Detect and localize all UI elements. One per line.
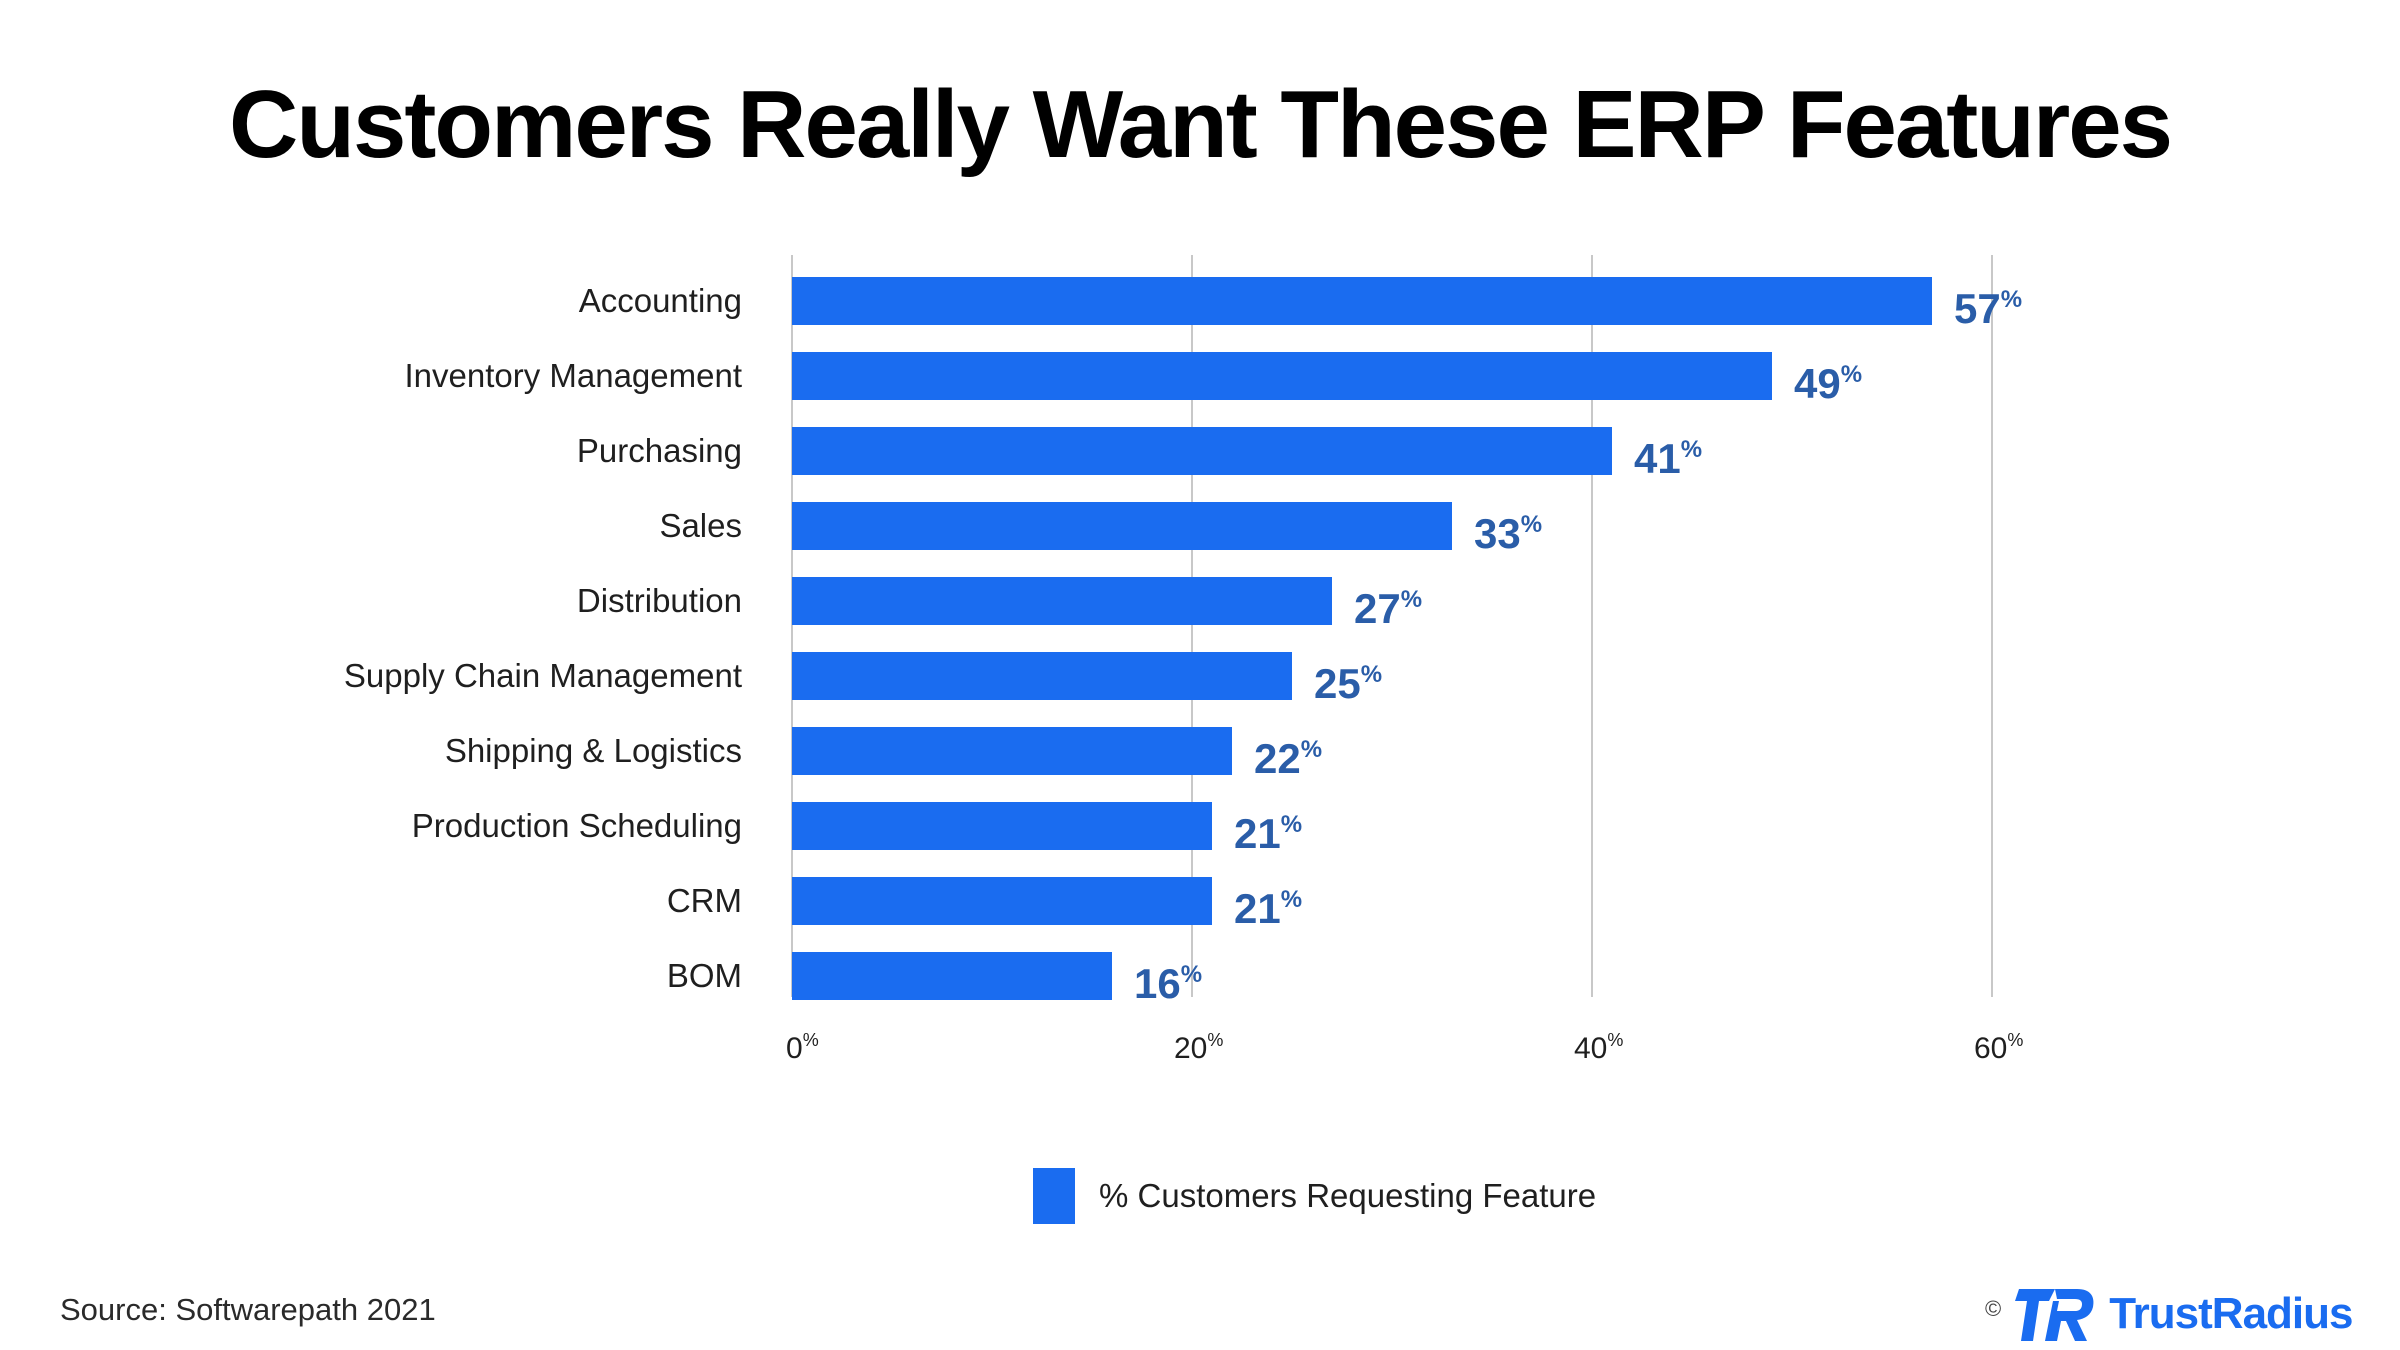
bar <box>792 427 1612 475</box>
value-label: 33% <box>1474 510 1542 557</box>
value-label: 25% <box>1314 660 1382 707</box>
category-label: CRM <box>667 882 742 919</box>
value-label: 49% <box>1794 360 1862 407</box>
value-label: 22% <box>1254 735 1322 782</box>
bar <box>792 802 1212 850</box>
value-label: 41% <box>1634 435 1702 482</box>
x-tick-label: 20% <box>1174 1030 1223 1065</box>
bar <box>792 952 1112 1000</box>
brand-logo: © TrustRadius <box>1985 1283 2354 1345</box>
trustradius-logo-icon <box>2015 1289 2094 1341</box>
category-label: Distribution <box>577 582 742 619</box>
bar <box>792 877 1212 925</box>
x-tick-label: 60% <box>1974 1030 2023 1065</box>
source-note: Source: Softwarepath 2021 <box>60 1292 436 1327</box>
category-label: Accounting <box>579 282 742 319</box>
x-tick-label: 40% <box>1574 1030 1623 1065</box>
legend-swatch <box>1033 1168 1075 1224</box>
bar-chart: Accounting Inventory Management Purchasing… <box>344 255 2023 1065</box>
legend: % Customers Requesting Feature <box>1033 1168 1596 1224</box>
category-label: Sales <box>659 507 742 544</box>
legend-label: % Customers Requesting Feature <box>1099 1177 1597 1214</box>
value-label: 16% <box>1134 960 1202 1007</box>
category-label: Shipping & Logistics <box>445 732 742 769</box>
x-tick-label: 0% <box>786 1030 819 1065</box>
bar <box>792 727 1232 775</box>
value-label: 57% <box>1954 285 2022 332</box>
x-axis-ticks: 0% 20% 40% 60% <box>786 1030 2023 1065</box>
category-label: Inventory Management <box>404 357 742 394</box>
value-label: 21% <box>1234 810 1302 857</box>
bars <box>792 277 1932 1000</box>
chart-title: Customers Really Want These ERP Features <box>229 71 2173 178</box>
bar <box>792 352 1772 400</box>
category-labels: Accounting Inventory Management Purchasing… <box>344 282 742 994</box>
category-label: Supply Chain Management <box>344 657 742 694</box>
category-label: Production Scheduling <box>412 807 742 844</box>
copyright-symbol: © <box>1985 1296 2002 1321</box>
value-label: 27% <box>1354 585 1422 632</box>
bar <box>792 577 1332 625</box>
category-label: BOM <box>667 957 742 994</box>
category-label: Purchasing <box>577 432 742 469</box>
value-label: 21% <box>1234 885 1302 932</box>
bar <box>792 502 1452 550</box>
brand-name: TrustRadius <box>2109 1289 2353 1338</box>
bar <box>792 652 1292 700</box>
bar <box>792 277 1932 325</box>
